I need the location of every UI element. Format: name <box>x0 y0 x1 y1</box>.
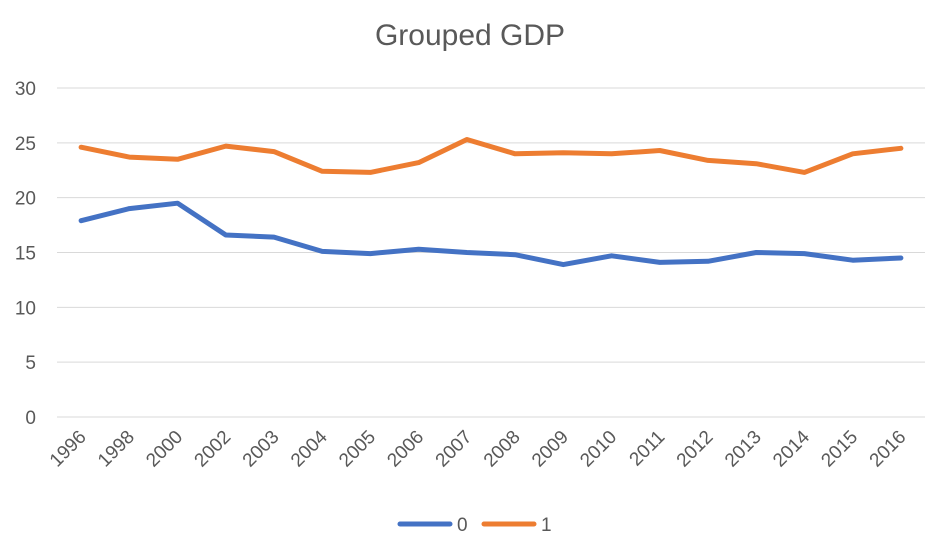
series-lines <box>78 137 904 268</box>
y-tick-label: 0 <box>25 408 36 429</box>
x-tick-label: 2015 <box>817 427 862 472</box>
x-axis-tick-labels: 1996 1998 2000 2002 2003 2004 2005 2006 2007 2008… <box>46 426 911 471</box>
x-tick-label: 1996 <box>46 427 91 472</box>
x-tick-label: 2013 <box>721 427 766 472</box>
y-tick-label: 30 <box>15 79 36 100</box>
x-tick-label: 2003 <box>239 427 284 472</box>
legend-label: 0 <box>457 515 468 536</box>
y-tick-label: 10 <box>15 298 36 319</box>
x-tick-label: 2000 <box>142 427 187 472</box>
x-tick-label: 2005 <box>335 427 380 472</box>
x-tick-label: 2004 <box>287 426 332 471</box>
y-tick-label: 5 <box>25 353 36 374</box>
x-tick-label: 2011 <box>626 427 670 471</box>
y-axis-tick-labels: 0 5 10 15 20 25 30 <box>15 79 36 429</box>
x-tick-label: 2006 <box>383 427 428 472</box>
y-tick-label: 25 <box>15 134 36 155</box>
x-tick-label: 2012 <box>673 427 718 472</box>
x-tick-label: 2009 <box>528 427 573 472</box>
chart-title: Grouped GDP <box>375 19 565 52</box>
gridlines <box>57 87 925 418</box>
x-tick-label: 2014 <box>769 426 814 471</box>
x-tick-label: 2016 <box>866 427 911 472</box>
x-tick-label: 2008 <box>480 427 525 472</box>
x-tick-label: 2007 <box>432 427 477 472</box>
x-tick-label: 2010 <box>576 427 621 472</box>
y-tick-label: 20 <box>15 189 36 210</box>
x-tick-label: 1998 <box>94 427 139 472</box>
y-tick-label: 15 <box>15 244 36 265</box>
series-line-0 <box>78 200 904 268</box>
series-line-1 <box>78 137 904 175</box>
legend-label: 1 <box>541 515 552 536</box>
x-tick-label: 2002 <box>191 427 236 472</box>
